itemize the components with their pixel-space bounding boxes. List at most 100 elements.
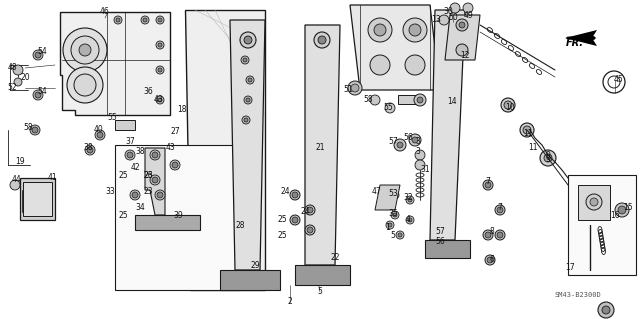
Circle shape — [501, 98, 515, 112]
Circle shape — [393, 193, 397, 197]
Text: 46: 46 — [100, 8, 110, 17]
Text: 56: 56 — [435, 238, 445, 247]
Circle shape — [485, 255, 495, 265]
Circle shape — [483, 230, 493, 240]
Text: 38: 38 — [83, 144, 93, 152]
Text: 11: 11 — [528, 144, 538, 152]
Text: 9: 9 — [545, 151, 550, 160]
Text: 18: 18 — [177, 106, 187, 115]
Text: 11: 11 — [524, 129, 532, 137]
Text: 19: 19 — [15, 158, 25, 167]
Circle shape — [415, 150, 425, 160]
Circle shape — [409, 24, 421, 36]
Circle shape — [244, 96, 252, 104]
Polygon shape — [20, 178, 55, 220]
Circle shape — [35, 52, 41, 58]
Circle shape — [141, 16, 149, 24]
Polygon shape — [145, 148, 165, 215]
Circle shape — [412, 137, 418, 143]
Circle shape — [417, 97, 423, 103]
Text: 29: 29 — [250, 261, 260, 270]
Circle shape — [497, 207, 503, 213]
Circle shape — [248, 78, 252, 82]
Text: 31: 31 — [420, 166, 430, 174]
Text: 42: 42 — [130, 164, 140, 173]
Circle shape — [615, 203, 629, 217]
Circle shape — [292, 217, 298, 223]
Circle shape — [290, 215, 300, 225]
Text: 58: 58 — [23, 123, 33, 132]
Circle shape — [156, 41, 164, 49]
Text: 53: 53 — [388, 189, 398, 197]
Text: 25: 25 — [277, 216, 287, 225]
Text: 4: 4 — [406, 216, 410, 225]
Text: 55: 55 — [383, 103, 393, 113]
Circle shape — [391, 191, 399, 199]
Text: 30: 30 — [443, 8, 453, 17]
Text: 8: 8 — [490, 227, 494, 236]
Circle shape — [158, 68, 162, 72]
Text: 3: 3 — [415, 147, 420, 157]
Circle shape — [415, 160, 425, 170]
Circle shape — [598, 302, 614, 318]
Text: 21: 21 — [316, 144, 324, 152]
Circle shape — [150, 150, 160, 160]
Circle shape — [396, 231, 404, 239]
Text: 58: 58 — [363, 95, 373, 105]
Circle shape — [244, 36, 252, 44]
Circle shape — [30, 125, 40, 135]
Circle shape — [406, 216, 414, 224]
Circle shape — [540, 150, 556, 166]
Circle shape — [127, 152, 133, 158]
Circle shape — [97, 132, 103, 138]
Circle shape — [152, 152, 158, 158]
Text: 1: 1 — [386, 224, 390, 233]
Bar — [115, 145, 240, 290]
Circle shape — [114, 16, 122, 24]
Polygon shape — [350, 5, 440, 90]
Text: 50: 50 — [448, 13, 458, 23]
Text: 44: 44 — [11, 175, 21, 184]
Circle shape — [246, 76, 254, 84]
Circle shape — [394, 139, 406, 151]
Text: 54: 54 — [37, 87, 47, 97]
Text: 20: 20 — [20, 73, 30, 83]
Circle shape — [67, 67, 103, 103]
Circle shape — [74, 74, 96, 96]
Circle shape — [409, 134, 421, 146]
Circle shape — [155, 190, 165, 200]
Circle shape — [318, 36, 326, 44]
Circle shape — [370, 95, 380, 105]
Text: 17: 17 — [565, 263, 575, 272]
Text: 45: 45 — [613, 76, 623, 85]
Polygon shape — [185, 10, 265, 290]
Circle shape — [504, 101, 512, 109]
Text: 12: 12 — [460, 50, 470, 60]
Circle shape — [602, 306, 610, 314]
Text: 28: 28 — [236, 220, 244, 229]
Circle shape — [485, 232, 491, 238]
Circle shape — [157, 192, 163, 198]
Text: 48: 48 — [7, 63, 17, 72]
Circle shape — [414, 94, 426, 106]
Text: 6: 6 — [490, 256, 495, 264]
Circle shape — [95, 130, 105, 140]
Text: 47: 47 — [371, 188, 381, 197]
Text: 2: 2 — [287, 298, 292, 307]
Circle shape — [456, 19, 468, 31]
Circle shape — [152, 177, 158, 183]
Text: 37: 37 — [125, 137, 135, 146]
Circle shape — [368, 18, 392, 42]
Text: 33: 33 — [105, 188, 115, 197]
Circle shape — [87, 147, 93, 153]
Text: 38: 38 — [135, 147, 145, 157]
Text: 7: 7 — [497, 203, 502, 211]
Text: 26: 26 — [143, 170, 153, 180]
Circle shape — [156, 66, 164, 74]
Circle shape — [405, 55, 425, 75]
Circle shape — [487, 257, 493, 263]
Text: 52: 52 — [7, 84, 17, 93]
Circle shape — [13, 65, 23, 75]
Circle shape — [450, 3, 460, 13]
Text: 35: 35 — [388, 209, 398, 218]
